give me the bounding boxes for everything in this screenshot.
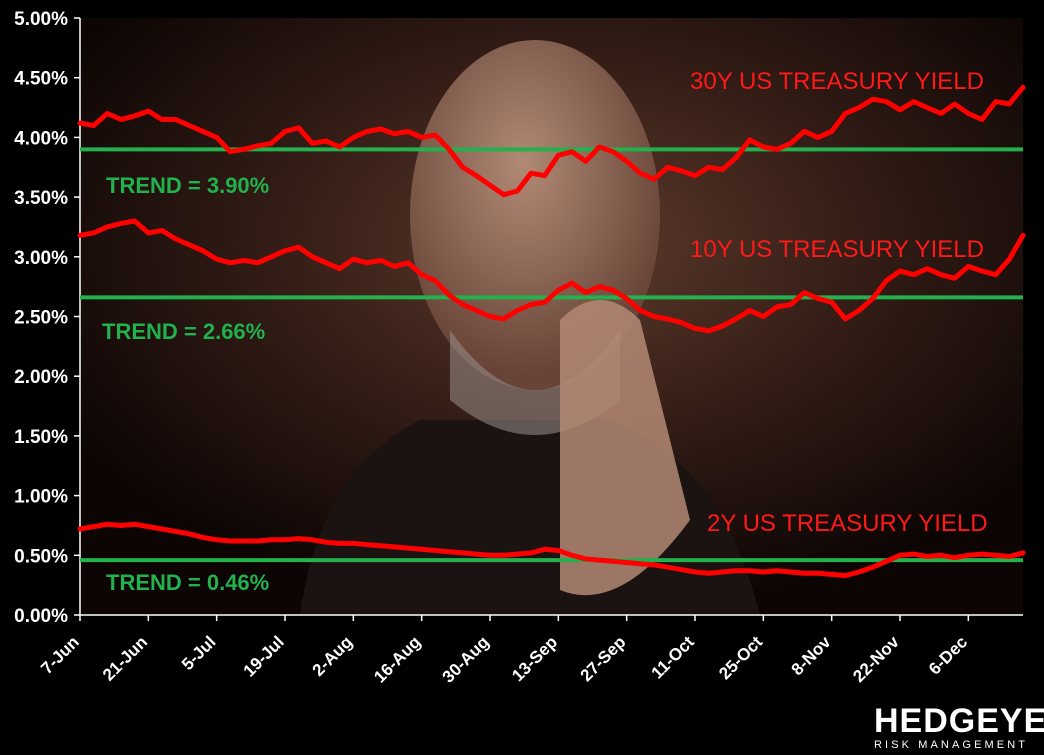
- x-tick-label: 6-Dec: [925, 632, 971, 678]
- x-tick-label: 5-Jul: [178, 632, 219, 673]
- y-tick-label: 4.50%: [14, 69, 68, 90]
- y-axis-ticks: 0.00% 0.50% 1.00% 1.50% 2.00% 2.50% 3.00% 3.50%…: [14, 9, 80, 627]
- y-tick-label: 2.50%: [14, 308, 68, 329]
- yield-series: [77, 84, 1026, 579]
- y-tick-label: 4.00%: [14, 128, 68, 149]
- trend-label-30y: TREND = 3.90%: [106, 173, 269, 198]
- x-tick-label: 19-Jul: [240, 632, 288, 680]
- x-tick-label: 16-Aug: [370, 632, 424, 686]
- trend-label-10y: TREND = 2.66%: [102, 319, 265, 344]
- y-tick-label: 3.00%: [14, 248, 68, 269]
- x-tick-label: 25-Oct: [715, 632, 766, 683]
- series-label-10y: 10Y US TREASURY YIELD: [690, 236, 984, 263]
- y-tick-label: 0.00%: [14, 606, 68, 627]
- y-tick-label: 0.50%: [14, 546, 68, 567]
- y-tick-label: 1.50%: [14, 427, 68, 448]
- x-tick-label: 30-Aug: [439, 632, 493, 686]
- series-line: [77, 521, 1026, 579]
- x-tick-label: 27-Sep: [577, 632, 630, 685]
- series-label-30y: 30Y US TREASURY YIELD: [690, 68, 984, 95]
- x-tick-label: 2-Aug: [309, 632, 356, 679]
- x-tick-label: 11-Oct: [648, 632, 698, 682]
- y-tick-label: 5.00%: [14, 9, 68, 30]
- y-tick-label: 3.50%: [14, 188, 68, 209]
- series-line: [77, 218, 1026, 334]
- y-tick-label: 1.00%: [14, 487, 68, 508]
- x-tick-label: 22-Nov: [849, 632, 903, 686]
- logo-tagline: RISK MANAGEMENT: [874, 739, 1029, 751]
- series-label-2y: 2Y US TREASURY YIELD: [707, 510, 988, 537]
- x-tick-label: 8-Nov: [788, 632, 835, 679]
- series-line: [77, 84, 1026, 198]
- y-tick-label: 2.00%: [14, 367, 68, 388]
- logo-name: HEDGEYE: [874, 702, 1044, 740]
- x-tick-label: 13-Sep: [508, 632, 561, 685]
- x-tick-label: 21-Jun: [99, 632, 151, 684]
- x-tick-label: 7-Jun: [37, 632, 82, 677]
- hedgeye-logo: HEDGEYE RISK MANAGEMENT: [874, 702, 1044, 752]
- x-axis-ticks: 7-Jun 21-Jun 5-Jul 19-Jul 2-Aug 16-Aug 30-Aug 1…: [37, 615, 971, 687]
- trend-label-2y: TREND = 0.46%: [106, 570, 269, 595]
